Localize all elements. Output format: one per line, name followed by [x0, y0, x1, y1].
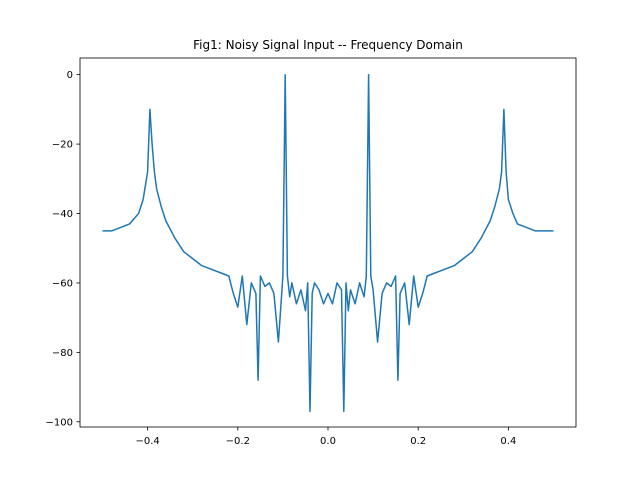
chart-title: Fig1: Noisy Signal Input -- Frequency Do… — [193, 38, 463, 52]
x-tick-label: 0.4 — [500, 436, 516, 447]
y-tick-label: −40 — [52, 209, 73, 220]
y-tick-label: 0 — [67, 70, 73, 81]
x-tick-label: 0.0 — [320, 436, 336, 447]
series-line-0 — [102, 73, 554, 413]
y-tick-label: −20 — [52, 140, 73, 151]
y-tick-label: −60 — [52, 278, 73, 289]
x-tick-label: −0.2 — [226, 436, 250, 447]
plot-frame — [79, 57, 577, 428]
y-tick-label: −80 — [52, 348, 73, 359]
x-tick-label: −0.4 — [135, 436, 159, 447]
x-tick-label: 0.2 — [410, 436, 426, 447]
y-tick-label: −100 — [46, 417, 73, 428]
